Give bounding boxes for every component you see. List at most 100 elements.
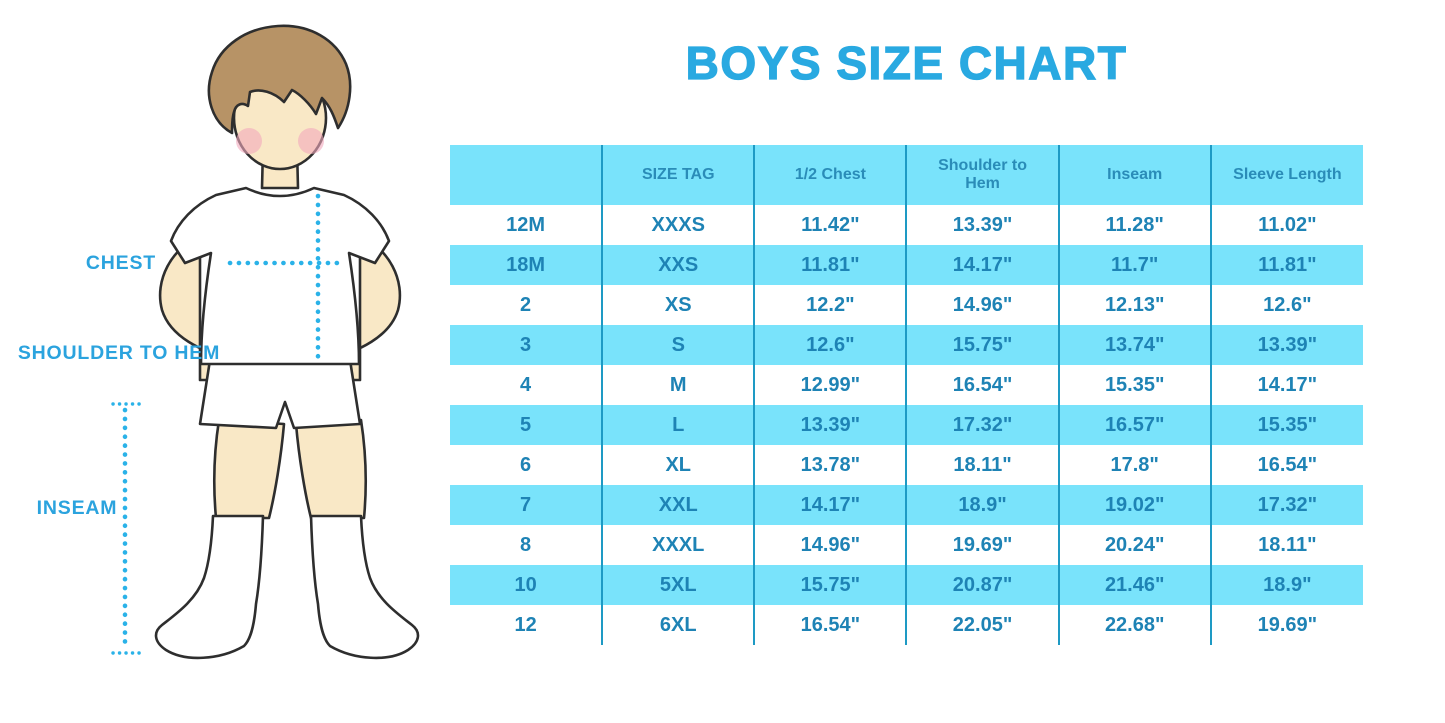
column-header-half-chest: 1/2 Chest	[753, 145, 907, 205]
table-cell: 11.02"	[1209, 205, 1363, 245]
boy-figure-svg: CHEST SHOULDER TO HEM INSEAM	[18, 24, 420, 660]
table-cell: 19.69"	[1209, 605, 1363, 645]
table-cell: 13.74"	[1057, 325, 1211, 365]
table-cell: 11.28"	[1057, 205, 1211, 245]
table-cell: 14.96"	[905, 285, 1059, 325]
table-cell: 17.32"	[1209, 485, 1363, 525]
table-cell: 19.02"	[1057, 485, 1211, 525]
table-row: 6 XL 13.78" 18.11" 17.8" 16.54"	[450, 445, 1363, 485]
table-cell: 5XL	[601, 565, 755, 605]
table-cell: 13.39"	[753, 405, 907, 445]
table-cell: 18.11"	[1209, 525, 1363, 565]
table-cell: 8	[450, 525, 603, 565]
table-cell: 18.9"	[905, 485, 1059, 525]
table-cell: M	[601, 365, 755, 405]
table-row: 3 S 12.6" 15.75" 13.74" 13.39"	[450, 325, 1363, 365]
table-cell: 13.39"	[905, 205, 1059, 245]
tshirt	[169, 186, 391, 366]
table-cell: XS	[601, 285, 755, 325]
column-header-size-tag: SIZE TAG	[601, 145, 755, 205]
table-cell: 15.35"	[1209, 405, 1363, 445]
table-cell: 15.75"	[905, 325, 1059, 365]
chest-label: CHEST	[86, 252, 156, 274]
table-cell: XXS	[601, 245, 755, 285]
table-cell: 17.32"	[905, 405, 1059, 445]
table-cell: 11.7"	[1057, 245, 1211, 285]
table-cell: 12.13"	[1057, 285, 1211, 325]
table-cell: 11.81"	[753, 245, 907, 285]
table-cell: XXXS	[601, 205, 755, 245]
column-header-shoulder-to-hem: Shoulder to Hem	[905, 145, 1059, 205]
shoulder-to-hem-label: SHOULDER TO HEM	[18, 342, 220, 364]
table-cell: S	[601, 325, 755, 365]
table-cell: 14.17"	[1209, 365, 1363, 405]
table-cell: 14.17"	[905, 245, 1059, 285]
page-title: BOYS SIZE CHART	[685, 36, 1128, 89]
table-cell: 12M	[450, 205, 603, 245]
table-row: 2 XS 12.2" 14.96" 12.13" 12.6"	[450, 285, 1363, 325]
blush-left	[236, 128, 262, 154]
table-cell: 15.35"	[1057, 365, 1211, 405]
table-cell: 22.05"	[905, 605, 1059, 645]
table-row: 12 6XL 16.54" 22.05" 22.68" 19.69"	[450, 605, 1363, 645]
table-cell: 13.39"	[1209, 325, 1363, 365]
size-chart-body: 12M XXXS 11.42" 13.39" 11.28" 11.02" 18M XXS 11.…	[450, 205, 1363, 645]
column-header-size	[450, 145, 603, 205]
table-cell: 12.6"	[1209, 285, 1363, 325]
table-cell: XXL	[601, 485, 755, 525]
table-row: 8 XXXL 14.96" 19.69" 20.24" 18.11"	[450, 525, 1363, 565]
blush-right	[298, 128, 324, 154]
table-cell: 12	[450, 605, 603, 645]
table-row: 4 M 12.99" 16.54" 15.35" 14.17"	[450, 365, 1363, 405]
inseam-label: INSEAM	[37, 497, 118, 519]
table-cell: 6XL	[601, 605, 755, 645]
table-row: 5 L 13.39" 17.32" 16.57" 15.35"	[450, 405, 1363, 445]
size-chart-header: SIZE TAG 1/2 Chest Shoulder to Hem Insea…	[450, 145, 1363, 205]
shorts	[198, 358, 362, 430]
table-cell: 22.68"	[1057, 605, 1211, 645]
table-cell: 16.54"	[1209, 445, 1363, 485]
table-cell: 14.17"	[753, 485, 907, 525]
table-cell: 7	[450, 485, 603, 525]
sock-right	[309, 514, 420, 660]
table-cell: 18.9"	[1209, 565, 1363, 605]
table-cell: 11.42"	[753, 205, 907, 245]
table-cell: 6	[450, 445, 603, 485]
boy-measurement-illustration: CHEST SHOULDER TO HEM INSEAM	[0, 0, 450, 723]
table-cell: 12.6"	[753, 325, 907, 365]
table-cell: 16.54"	[753, 605, 907, 645]
table-cell: 16.57"	[1057, 405, 1211, 445]
table-cell: XXXL	[601, 525, 755, 565]
table-cell: 18M	[450, 245, 603, 285]
leg-right	[294, 418, 367, 520]
table-cell: 17.8"	[1057, 445, 1211, 485]
table-cell: 16.54"	[905, 365, 1059, 405]
hair	[207, 24, 352, 135]
table-cell: 12.99"	[753, 365, 907, 405]
table-cell: 14.96"	[753, 525, 907, 565]
table-cell: 4	[450, 365, 603, 405]
table-cell: 10	[450, 565, 603, 605]
table-cell: L	[601, 405, 755, 445]
table-cell: 19.69"	[905, 525, 1059, 565]
table-cell: XL	[601, 445, 755, 485]
table-cell: 20.24"	[1057, 525, 1211, 565]
table-row: 10 5XL 15.75" 20.87" 21.46" 18.9"	[450, 565, 1363, 605]
column-header-sleeve-length: Sleeve Length	[1209, 145, 1363, 205]
table-cell: 2	[450, 285, 603, 325]
size-chart-table: SIZE TAG 1/2 Chest Shoulder to Hem Insea…	[450, 145, 1363, 645]
table-cell: 20.87"	[905, 565, 1059, 605]
table-cell: 13.78"	[753, 445, 907, 485]
column-header-inseam: Inseam	[1057, 145, 1211, 205]
table-row: 18M XXS 11.81" 14.17" 11.7" 11.81"	[450, 245, 1363, 285]
header-row: SIZE TAG 1/2 Chest Shoulder to Hem Insea…	[450, 145, 1363, 205]
table-cell: 11.81"	[1209, 245, 1363, 285]
table-cell: 21.46"	[1057, 565, 1211, 605]
table-cell: 12.2"	[753, 285, 907, 325]
table-cell: 18.11"	[905, 445, 1059, 485]
leg-left	[213, 418, 286, 520]
table-row: 12M XXXS 11.42" 13.39" 11.28" 11.02"	[450, 205, 1363, 245]
table-row: 7 XXL 14.17" 18.9" 19.02" 17.32"	[450, 485, 1363, 525]
table-cell: 15.75"	[753, 565, 907, 605]
table-cell: 5	[450, 405, 603, 445]
